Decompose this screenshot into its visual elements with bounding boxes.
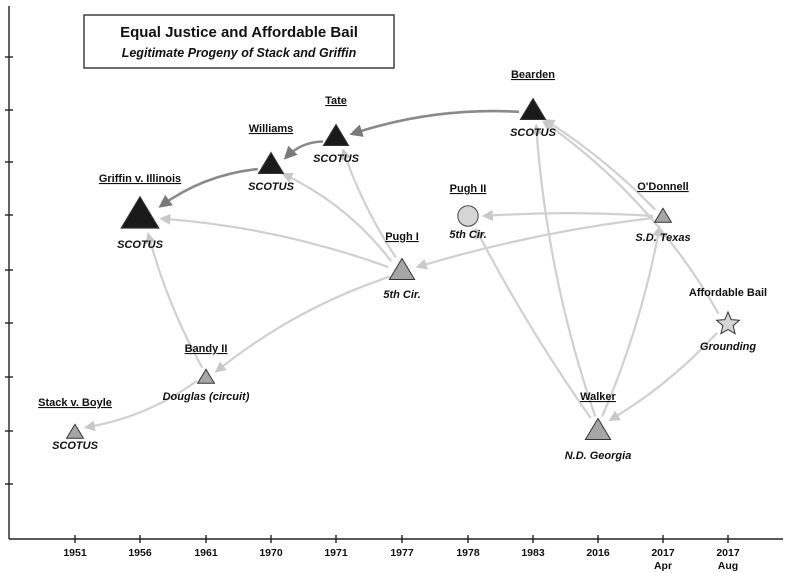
citation-arrow-williams-to-griffin [158, 167, 259, 208]
case-name: Williams [249, 123, 294, 135]
case-node-williams: Williams SCOTUS [248, 123, 295, 193]
citation-arrow-odonnell-to-pugh2 [481, 209, 654, 221]
x-tick-label: 1961 [194, 547, 218, 559]
case-nodes: Stack v. Boyle SCOTUS Griffin v. Illinois S… [38, 69, 767, 462]
case-name: Bearden [511, 69, 555, 81]
case-name: Pugh I [385, 231, 419, 243]
triangle-marker [257, 151, 285, 174]
citation-arrow-tate-to-williams [283, 140, 324, 160]
case-node-bandy: Bandy II Douglas (circuit) [163, 343, 250, 403]
x-tick-label: 1978 [456, 547, 480, 559]
court-label: Grounding [700, 341, 756, 353]
title-box: Equal Justice and Affordable Bail Legiti… [83, 14, 395, 69]
court-label: SCOTUS [52, 440, 99, 452]
case-name: Bandy II [185, 343, 228, 355]
court-label: SCOTUS [313, 153, 360, 165]
x-tick-label: 1971 [324, 547, 348, 559]
citation-arrow-odonnell-to-pugh1 [415, 216, 654, 270]
x-tick-label: 2016 [586, 547, 610, 559]
citation-arrow-walker-to-bearden [531, 123, 597, 417]
y-axis-ticks [5, 56, 13, 485]
case-name: Tate [325, 95, 347, 107]
case-node-odonnell: O'Donnell S.D. Texas [635, 181, 690, 244]
x-tick-label: 1977 [390, 547, 414, 559]
citation-arrows [83, 109, 720, 432]
triangle-marker [653, 207, 673, 223]
citation-arrow-pugh1-to-griffin [159, 213, 389, 269]
case-node-pugh2: Pugh II 5th Cir. [449, 183, 486, 241]
x-tick-label: 2017 [716, 547, 740, 559]
x-tick-sublabel: Apr [654, 560, 672, 572]
citation-arrow-pugh1-to-williams [281, 172, 392, 262]
citation-arrow-affordable-to-bearden [541, 120, 720, 315]
triangle-marker [196, 368, 216, 384]
x-tick-label: 1983 [521, 547, 545, 559]
citation-arrow-affordable-to-walker [608, 332, 718, 422]
court-label: S.D. Texas [635, 232, 690, 244]
x-tick-sublabel: Aug [718, 560, 738, 572]
citation-arrow-pugh1-to-tate [340, 148, 397, 259]
court-label: SCOTUS [248, 181, 295, 193]
case-node-tate: Tate SCOTUS [313, 95, 360, 165]
citation-arrow-bearden-to-tate [349, 109, 520, 137]
star-marker [715, 310, 741, 335]
triangle-marker [388, 257, 416, 280]
triangle-marker [120, 195, 160, 229]
citation-arrow-pugh1-to-bandy [214, 275, 391, 373]
case-name: Affordable Bail [689, 287, 767, 299]
x-axis-ticks: 1951 1956 1961 1970 1971 1977 1978 1983 2016 2017… [63, 535, 740, 572]
case-name: Griffin v. Illinois [99, 173, 181, 185]
diagram-title: Equal Justice and Affordable Bail [120, 24, 358, 41]
court-label: N.D. Georgia [565, 450, 632, 462]
court-label: Douglas (circuit) [163, 391, 250, 403]
x-tick-label: 1956 [128, 547, 152, 559]
case-node-affordable: Affordable Bail Grounding [689, 287, 767, 353]
case-node-griffin: Griffin v. Illinois SCOTUS [99, 173, 181, 251]
citation-arrow-odonnell-to-bearden [543, 118, 656, 211]
citation-arrow-bandy-to-stack [83, 380, 198, 432]
court-label: 5th Cir. [383, 289, 420, 301]
x-tick-label: 1951 [63, 547, 87, 559]
triangle-marker [322, 123, 350, 146]
case-name: O'Donnell [637, 181, 689, 193]
case-name: Walker [580, 391, 616, 403]
case-name: Stack v. Boyle [38, 397, 112, 409]
x-tick-label: 1970 [259, 547, 283, 559]
triangle-marker [519, 97, 547, 120]
court-label: SCOTUS [510, 127, 557, 139]
circle-marker [457, 205, 479, 227]
case-node-stack: Stack v. Boyle SCOTUS [38, 397, 112, 452]
diagram-subtitle: Legitimate Progeny of Stack and Griffin [122, 46, 357, 60]
triangle-marker [65, 423, 85, 439]
court-label: SCOTUS [117, 239, 164, 251]
citation-arrow-bandy-to-griffin [145, 232, 204, 369]
case-name: Pugh II [450, 183, 487, 195]
case-node-pugh1: Pugh I 5th Cir. [383, 231, 420, 301]
case-node-bearden: Bearden SCOTUS [510, 69, 557, 139]
case-node-walker: Walker N.D. Georgia [565, 391, 632, 462]
citation-arrow-walker-to-pugh2 [475, 227, 592, 419]
court-label: 5th Cir. [449, 229, 486, 241]
citation-arrow-walker-to-odonnell [601, 225, 664, 418]
x-tick-label: 2017 [651, 547, 675, 559]
triangle-marker [584, 417, 612, 440]
